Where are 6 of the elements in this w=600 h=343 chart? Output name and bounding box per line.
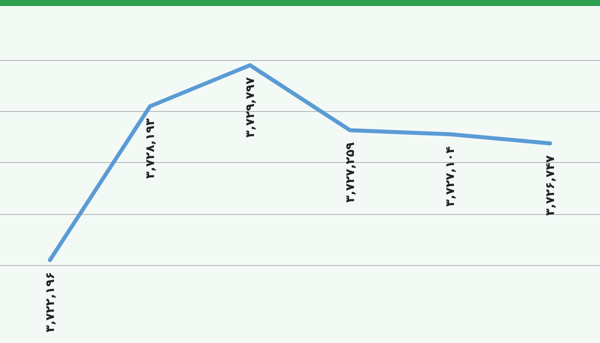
data-label: ۳,۷۲۹,۷۹۷ <box>243 76 257 138</box>
data-label: ۳,۷۲۷,۱۰۴ <box>443 146 457 207</box>
data-label: ۳,۷۲۷,۲۵۹ <box>343 142 357 203</box>
data-label: ۳,۷۲۲,۱۹۶ <box>43 272 57 332</box>
data-label: ۳,۷۲۶,۷۴۷ <box>543 154 557 216</box>
data-label: ۳,۷۲۸,۱۹۳ <box>143 118 157 179</box>
